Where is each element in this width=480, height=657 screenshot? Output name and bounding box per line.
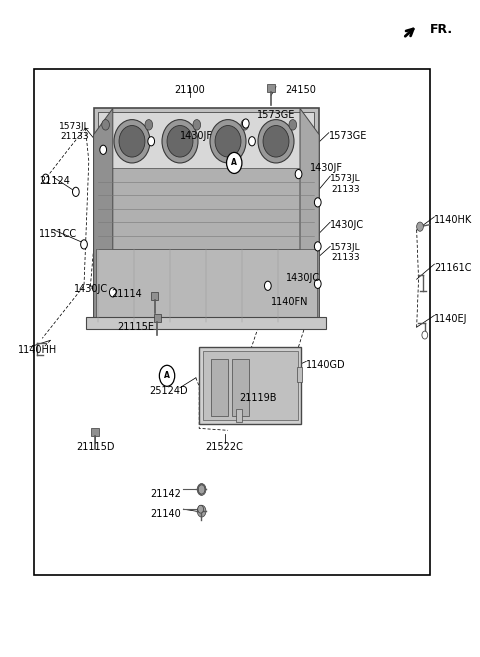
Circle shape <box>227 152 242 173</box>
Circle shape <box>159 365 175 386</box>
Text: 25124D: 25124D <box>150 386 188 396</box>
Text: 24150: 24150 <box>286 85 316 95</box>
Text: 1151CC: 1151CC <box>39 229 77 238</box>
Circle shape <box>193 120 201 130</box>
Circle shape <box>197 484 206 495</box>
Ellipse shape <box>162 120 198 163</box>
Circle shape <box>264 281 271 290</box>
Text: 1140GD: 1140GD <box>306 360 346 370</box>
Circle shape <box>145 120 153 130</box>
Text: 1140HK: 1140HK <box>434 215 473 225</box>
Bar <box>154 314 161 322</box>
Circle shape <box>102 120 109 130</box>
Text: 21140: 21140 <box>151 509 181 519</box>
Circle shape <box>241 120 249 130</box>
Circle shape <box>81 240 87 249</box>
Polygon shape <box>300 108 319 322</box>
Text: 21124: 21124 <box>39 176 70 186</box>
Circle shape <box>100 145 107 154</box>
Circle shape <box>198 485 205 494</box>
Bar <box>34 69 430 575</box>
Circle shape <box>148 137 155 146</box>
Ellipse shape <box>215 125 241 157</box>
Text: 21115D: 21115D <box>76 442 114 451</box>
Circle shape <box>314 279 321 288</box>
Circle shape <box>242 119 249 128</box>
Text: 1430JC: 1430JC <box>330 220 364 230</box>
Text: 1573JL
21133: 1573JL 21133 <box>330 174 361 194</box>
Text: 21161C: 21161C <box>434 263 472 273</box>
Bar <box>151 292 158 300</box>
Text: 1573JL
21133: 1573JL 21133 <box>330 243 361 263</box>
Text: 1573JL
21133: 1573JL 21133 <box>59 122 90 141</box>
Text: 1430JC: 1430JC <box>286 273 320 283</box>
Circle shape <box>42 174 49 183</box>
Bar <box>91 428 99 436</box>
Text: 21522C: 21522C <box>206 442 243 451</box>
Text: 21100: 21100 <box>174 85 205 95</box>
Circle shape <box>417 222 423 231</box>
Circle shape <box>314 198 321 207</box>
Circle shape <box>314 242 321 251</box>
Circle shape <box>72 187 79 196</box>
Text: 1573GE: 1573GE <box>329 131 367 141</box>
Bar <box>211 359 228 416</box>
Text: 21119B: 21119B <box>239 393 276 403</box>
Bar <box>86 317 326 328</box>
Circle shape <box>295 170 302 179</box>
Circle shape <box>289 120 297 130</box>
Bar <box>267 84 275 92</box>
Text: 21114: 21114 <box>111 289 142 299</box>
Ellipse shape <box>210 120 246 163</box>
Text: 1140HH: 1140HH <box>18 345 58 355</box>
Circle shape <box>249 137 255 146</box>
Text: A: A <box>231 158 237 168</box>
Text: 21115E: 21115E <box>117 322 154 332</box>
Polygon shape <box>94 108 113 322</box>
Text: 1140EJ: 1140EJ <box>434 314 468 324</box>
Text: 1430JF: 1430JF <box>180 131 213 141</box>
Ellipse shape <box>263 125 289 157</box>
Text: 1140FN: 1140FN <box>271 297 309 307</box>
Text: 21142: 21142 <box>151 489 181 499</box>
Bar <box>94 108 319 322</box>
Bar <box>232 359 249 416</box>
Circle shape <box>198 505 204 513</box>
Text: 1430JF: 1430JF <box>310 163 343 173</box>
Text: 1573GE: 1573GE <box>257 110 295 120</box>
Circle shape <box>109 288 116 297</box>
Ellipse shape <box>167 125 193 157</box>
Text: 1430JC: 1430JC <box>74 284 108 294</box>
Ellipse shape <box>119 125 145 157</box>
Bar <box>96 250 317 322</box>
Bar <box>199 347 301 424</box>
Circle shape <box>422 331 428 339</box>
Bar <box>98 112 314 169</box>
Ellipse shape <box>114 120 150 163</box>
Text: FR.: FR. <box>430 23 453 36</box>
Bar <box>96 168 317 249</box>
Ellipse shape <box>258 120 294 163</box>
Bar <box>297 367 302 382</box>
Text: A: A <box>164 371 170 380</box>
Circle shape <box>197 505 206 517</box>
Bar <box>236 409 242 422</box>
Bar <box>203 351 298 420</box>
